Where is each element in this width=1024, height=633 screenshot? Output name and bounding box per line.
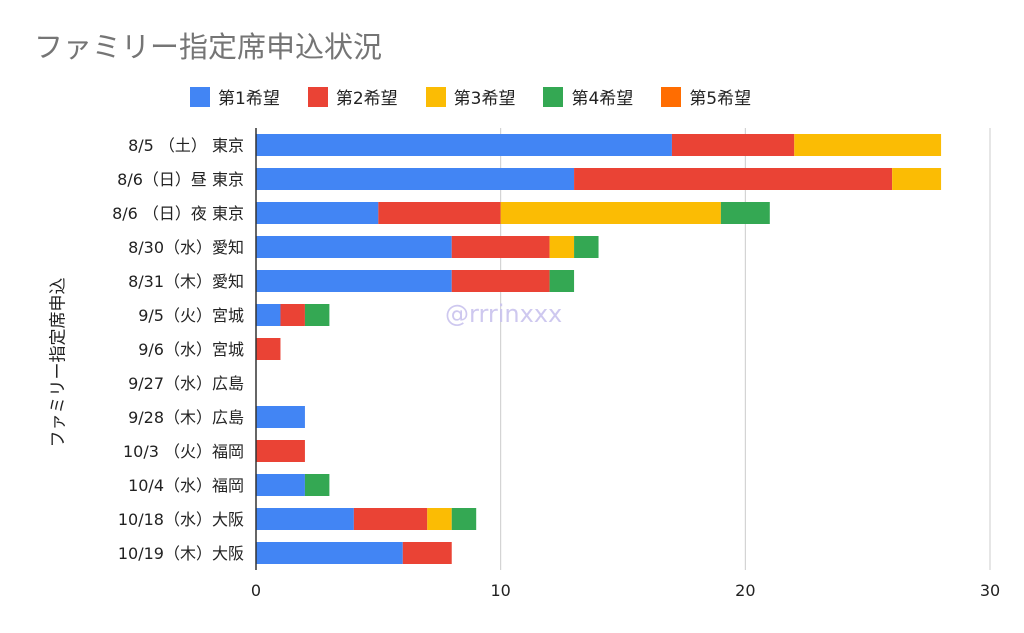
bar-segment [256,168,575,190]
bar-segment [256,508,354,530]
bar-segment [256,134,672,156]
y-tick-label: 8/6（日）昼 東京 [117,170,244,189]
bar-segment [794,134,942,156]
bar-segment [256,440,305,462]
legend-swatch [543,86,564,107]
x-tick-label: 10 [490,581,510,600]
bar-segment [256,406,305,428]
bar-segment [892,168,942,190]
bar-segment [256,202,379,224]
y-tick-label: 10/3 （火）福岡 [123,442,244,461]
bar-segment [256,304,281,326]
y-tick-label: 9/5（火）宮城 [138,306,244,325]
watermark: @rrrinxxx [445,300,563,328]
y-tick-label: 10/19（木）大阪 [118,544,244,563]
legend-swatch [661,86,682,107]
y-tick-label: 8/6 （日）夜 東京 [112,204,244,223]
legend-swatch [307,86,328,107]
bar-segment [500,202,721,224]
x-tick-label: 0 [251,581,261,600]
bar-segment [304,474,330,496]
y-tick-label: 8/5 （土） 東京 [128,136,244,155]
bar-segment [378,202,501,224]
y-tick-label: 9/28（木）広島 [128,408,244,427]
legend-label: 第2希望 [335,89,398,109]
legend-swatch [425,86,446,107]
bar-segment [574,236,599,258]
legend-swatch [190,86,210,107]
legend-item: 第2希望 [307,84,398,109]
bar-segment [304,304,330,326]
x-tick-label: 30 [980,581,1000,600]
legend-label: 第5希望 [689,89,752,109]
y-tick-label: 10/18（水）大阪 [118,510,244,529]
legend-label: 第1希望 [218,89,280,109]
legend-label: 第3希望 [453,89,516,109]
bar-segment [256,542,403,564]
legend-label: 第4希望 [571,89,634,109]
y-tick-label: 8/30（水）愛知 [128,238,244,257]
bar-segment [280,304,305,326]
y-tick-label: 10/4（水）福岡 [128,476,244,495]
bar-segment [451,236,550,258]
x-tick-label: 20 [735,581,755,600]
legend-item: 第5希望 [661,84,751,109]
bar-segment [549,270,575,292]
bar-segment [549,236,575,258]
bar-segment [451,270,550,292]
legend-item: 第3希望 [425,84,516,109]
bar-segment [256,270,452,292]
legend-item: 第4希望 [543,84,633,109]
chart-title: ファミリー指定席申込状況 [34,30,383,64]
bar-segment [427,508,452,530]
y-tick-label: 8/31（木）愛知 [128,272,244,291]
bar-segment [402,542,452,564]
bar-segment [720,202,770,224]
bar-segment [451,508,477,530]
bar-segment [256,338,281,360]
bar-segment [671,134,795,156]
legend: 第1希望 第2希望 第3希望 第4希望 第5希望 [190,84,779,109]
bar-segment [574,168,893,190]
bar-segment [353,508,428,530]
y-tick-label: 9/6（水）宮城 [138,340,244,359]
bar-segment [256,474,305,496]
legend-item: 第1希望 [190,84,280,109]
bar-segment [256,236,452,258]
y-tick-label: 9/27（水）広島 [128,374,244,393]
